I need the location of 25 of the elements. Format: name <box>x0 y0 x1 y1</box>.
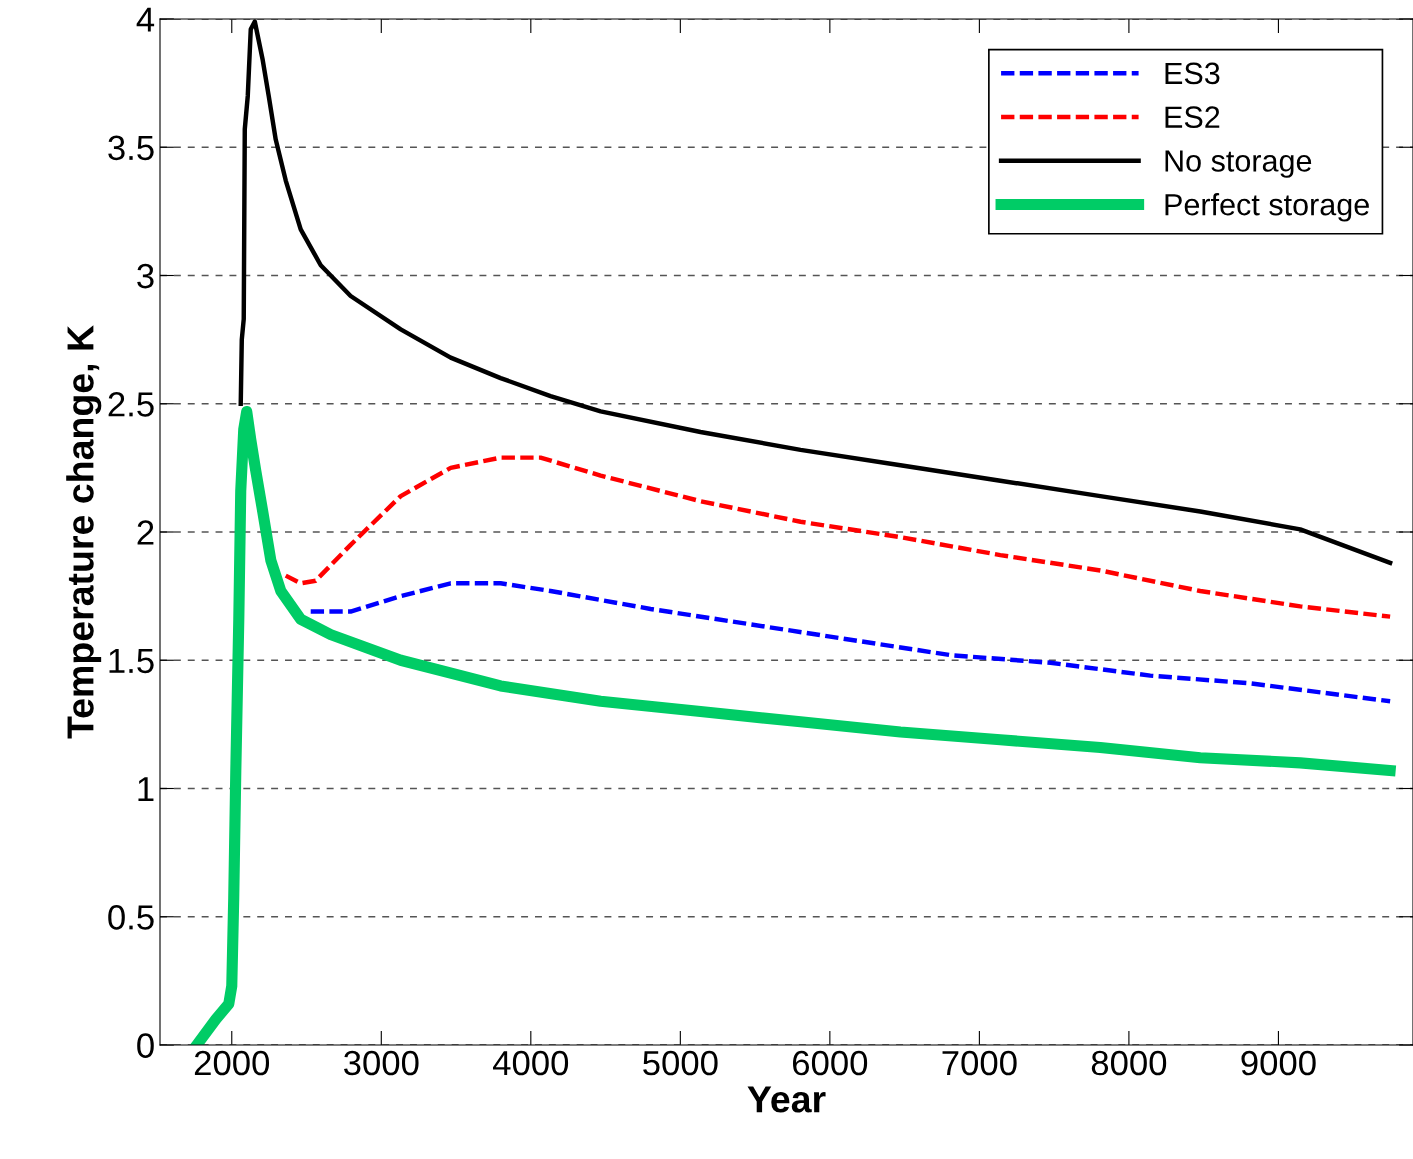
y-tick-label: 0.5 <box>108 905 154 930</box>
y-tick-label: 1.5 <box>109 648 154 674</box>
y-tick-label: 2.5 <box>108 392 154 417</box>
x-tick-label: 7000 <box>942 1050 1017 1076</box>
x-tick-label: 3000 <box>344 1050 419 1076</box>
x-tick-label: 5000 <box>643 1050 718 1076</box>
x-tick-label: 9000 <box>1241 1050 1316 1076</box>
y-tick-label: 2 <box>137 520 154 545</box>
legend-label: ES3 <box>1165 62 1220 85</box>
legend-label: Perfect storage <box>1165 193 1369 222</box>
x-axis-title: Year <box>747 1086 826 1113</box>
y-tick-label: 0 <box>137 1033 154 1058</box>
y-tick-label: 4 <box>136 7 155 32</box>
line-series <box>308 581 1393 704</box>
line-series <box>283 455 1393 619</box>
y-tick-label: 3 <box>137 263 154 289</box>
legend-label: No storage <box>1165 150 1312 178</box>
x-tick-label: 4000 <box>493 1050 569 1076</box>
x-tick-label: 2000 <box>194 1050 270 1076</box>
x-tick-label: 6000 <box>793 1050 868 1076</box>
legend-label: ES2 <box>1165 106 1220 128</box>
y-tick-label: 3.5 <box>108 135 154 161</box>
y-tick-label: 1 <box>138 777 154 802</box>
x-tick-label: 8000 <box>1091 1050 1167 1076</box>
y-axis-title: Temperature change, K <box>66 325 102 739</box>
